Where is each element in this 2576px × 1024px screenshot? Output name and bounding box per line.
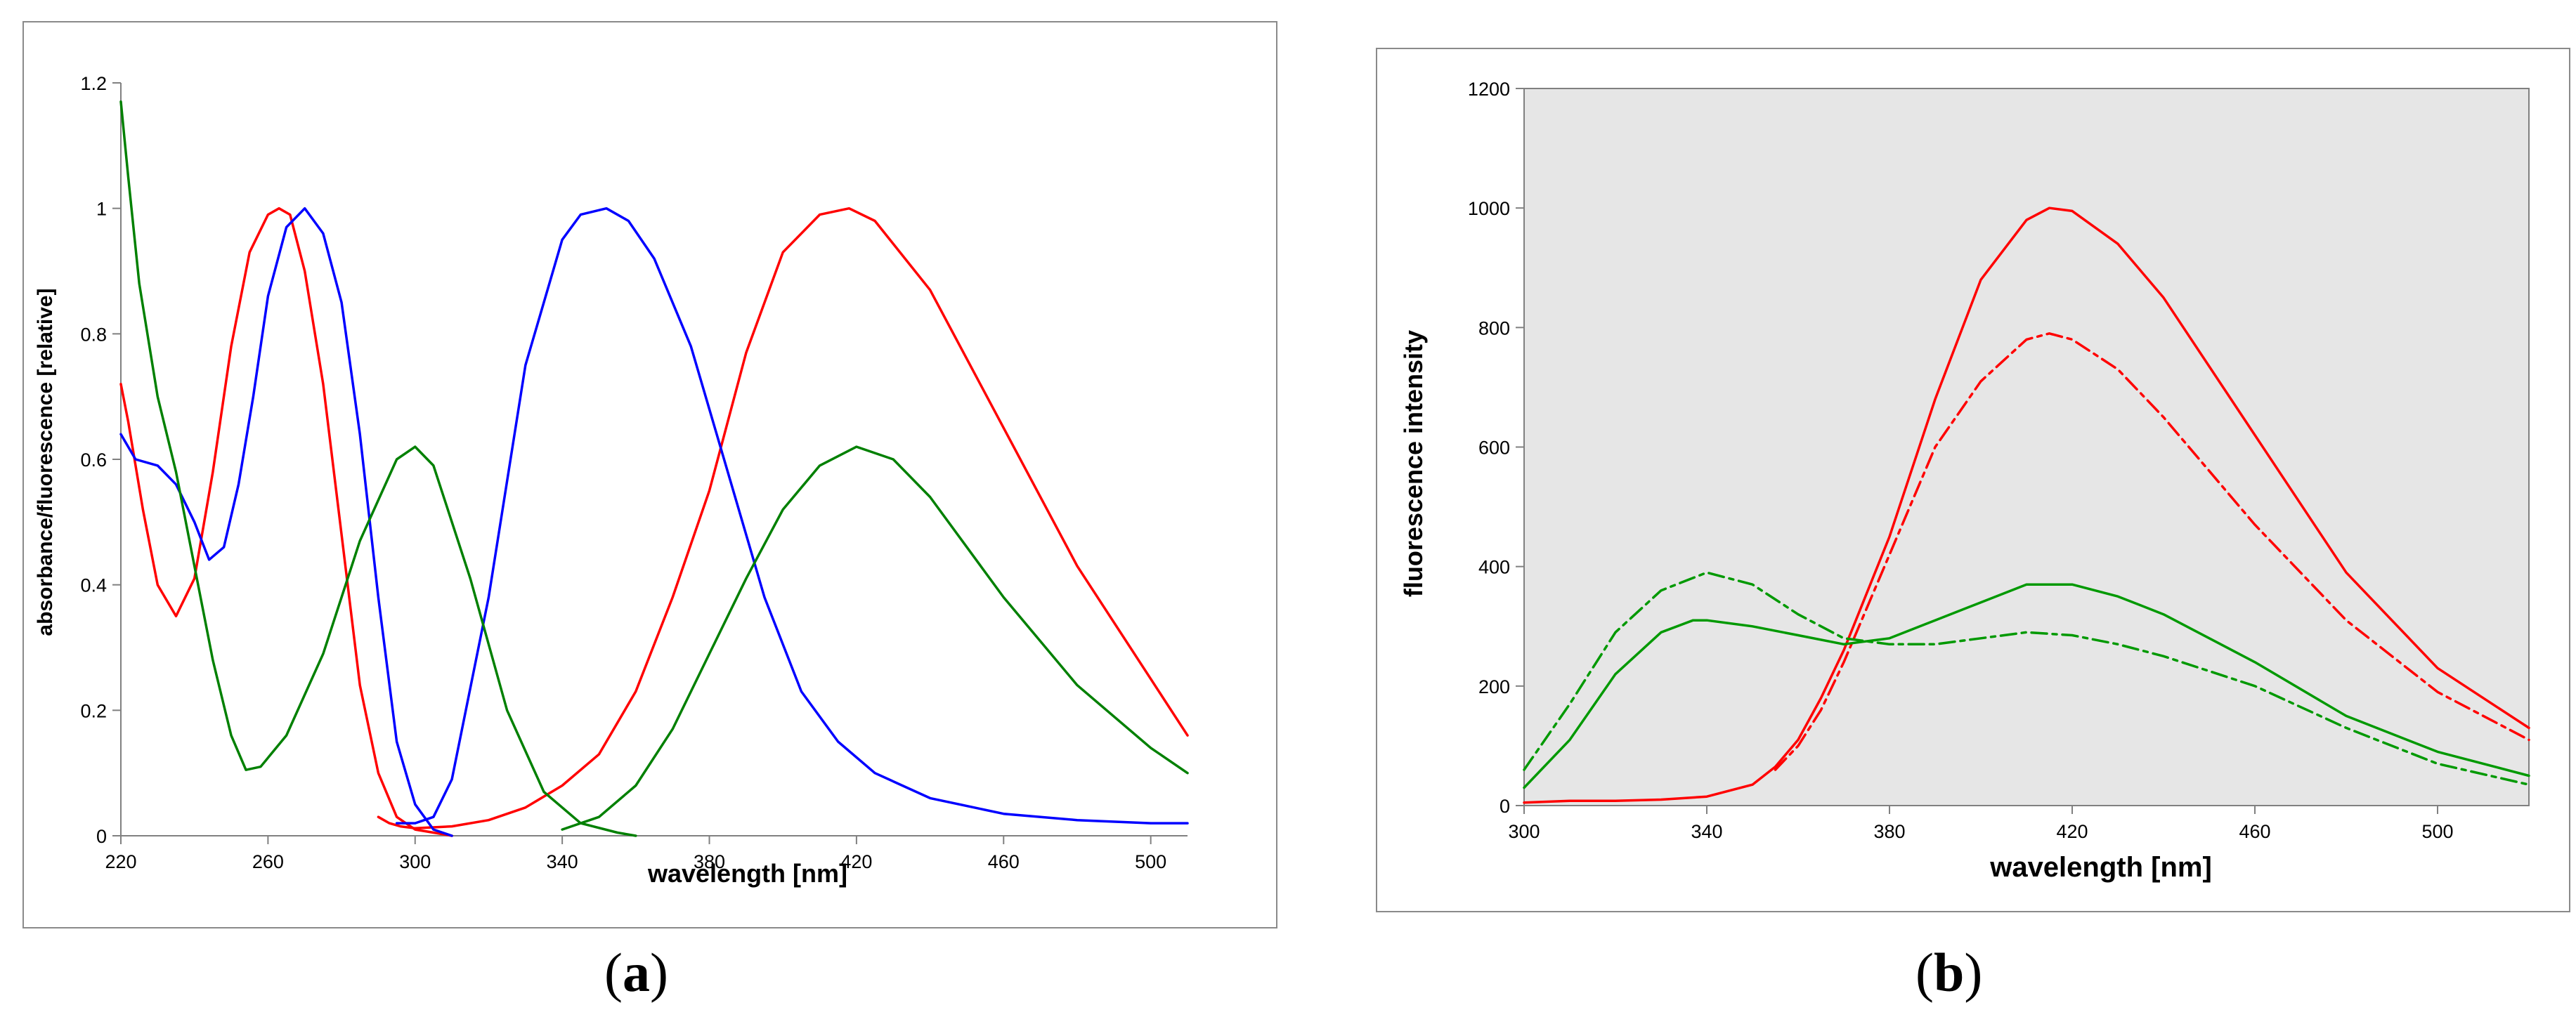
x-tick-label: 300 <box>1508 821 1540 842</box>
y-tick-label: 1200 <box>1468 79 1510 100</box>
x-tick-label: 500 <box>2421 821 2453 842</box>
x-tick-label: 420 <box>2056 821 2088 842</box>
chart-a-frame: 0 0.2 0.4 0.6 0.8 1 1.2 220 260 300 340 380 420 460 50… <box>22 21 1277 928</box>
x-axis-title: wavelength [nm] <box>1989 852 2212 883</box>
y-tick-label: 1 <box>96 199 107 220</box>
x-tick-label: 460 <box>2239 821 2270 842</box>
x-axis-title: wavelength [nm] <box>647 859 847 888</box>
x-tick-label: 340 <box>1691 821 1722 842</box>
y-tick-label: 0.2 <box>80 700 107 721</box>
x-tick-label: 420 <box>840 851 872 872</box>
x-tick-label: 380 <box>694 851 725 872</box>
x-tick-label: 500 <box>1135 851 1166 872</box>
y-tick-label: 400 <box>1478 557 1510 578</box>
series-line-blue-fluorescence <box>395 206 1189 825</box>
y-tick-label: 200 <box>1478 676 1510 697</box>
panel-label-a: (a) <box>604 942 668 1003</box>
y-tick-label: 0.8 <box>80 324 107 345</box>
x-tick-label: 260 <box>252 851 284 872</box>
x-tick-label: 380 <box>1873 821 1905 842</box>
series-line-red-dashed <box>1774 332 2530 771</box>
x-tick-label: 460 <box>988 851 1020 872</box>
chart-b-frame: 0 200 400 600 800 1000 1200 300 340 380 420 460 500 w… <box>1376 48 2570 912</box>
y-axis-title: fluorescence intensity <box>1399 330 1428 597</box>
y-axis-title: absorbance/fluorescence [relative] <box>34 288 57 636</box>
chart-a: 0 0.2 0.4 0.6 0.8 1 1.2 220 260 300 340 380 420 460 50… <box>34 73 1189 888</box>
series-line-green-absorbance <box>119 100 637 837</box>
panel-label-b: (b) <box>1915 942 1983 1003</box>
series-line-green-fluorescence <box>561 445 1189 831</box>
series-line-red-fluorescence <box>377 206 1189 830</box>
y-tick-label: 1.2 <box>80 73 107 94</box>
series-line-red-absorbance <box>119 206 453 837</box>
y-tick-label: 0 <box>1500 796 1510 817</box>
series-line-green-solid <box>1523 583 2530 789</box>
chart-b: 0 200 400 600 800 1000 1200 300 340 380 420 460 500 w… <box>1399 79 2530 883</box>
x-tick-label: 340 <box>547 851 578 872</box>
y-tick-label: 0.4 <box>80 575 107 596</box>
series-line-red-solid <box>1523 206 2530 804</box>
series-line-green-dashed <box>1523 571 2530 786</box>
x-tick-label: 220 <box>105 851 136 872</box>
y-tick-label: 600 <box>1478 438 1510 459</box>
y-tick-label: 1000 <box>1468 198 1510 219</box>
x-tick-label: 300 <box>399 851 431 872</box>
y-tick-label: 800 <box>1478 317 1510 339</box>
y-tick-label: 0 <box>96 826 107 847</box>
plot-area <box>121 83 1188 836</box>
plot-area <box>1523 88 2530 806</box>
y-tick-label: 0.6 <box>80 449 107 471</box>
